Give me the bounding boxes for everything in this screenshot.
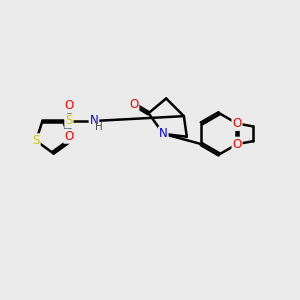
Text: O: O bbox=[129, 98, 138, 111]
Text: O: O bbox=[232, 117, 242, 130]
Text: O: O bbox=[232, 138, 242, 151]
Text: S: S bbox=[32, 134, 40, 147]
Text: O: O bbox=[64, 99, 74, 112]
Text: O: O bbox=[64, 130, 74, 143]
Text: N: N bbox=[159, 127, 168, 140]
Text: S: S bbox=[65, 115, 73, 128]
Text: N: N bbox=[90, 115, 98, 128]
Text: H: H bbox=[95, 122, 103, 133]
